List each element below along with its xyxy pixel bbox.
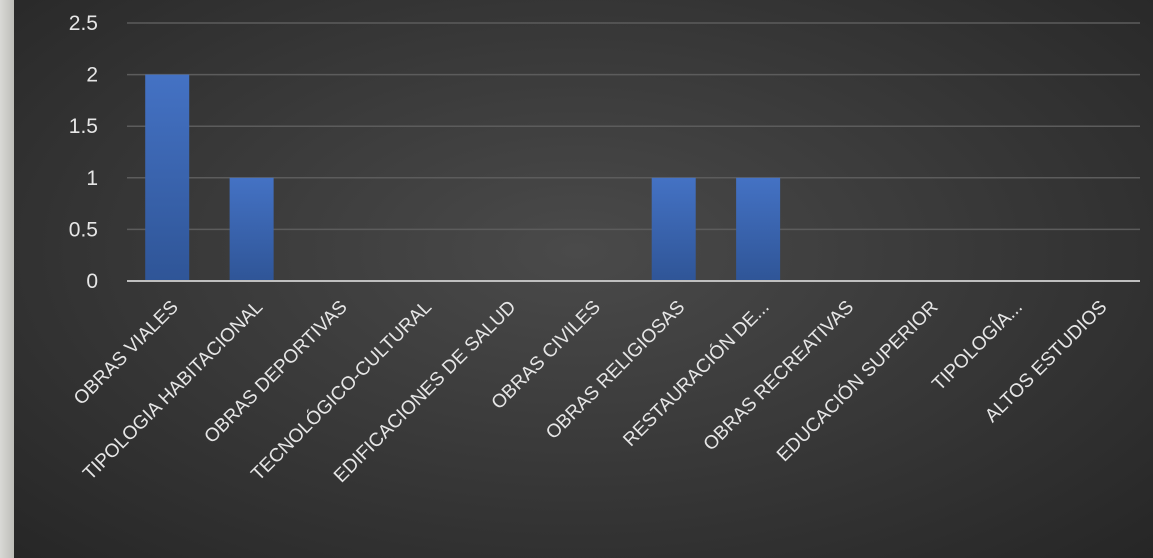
x-category-label: TECNOLÓGICO-CULTURAL [247,296,436,485]
y-tick-label: 0 [86,270,98,293]
y-tick-label: 2 [86,64,98,87]
y-tick-label: 2.5 [69,12,98,35]
x-category-label: TIPOLOGIA HABITACIONAL [79,297,267,485]
bar [145,74,190,281]
x-category-label: RESTAURACIÓN DE... [619,296,774,451]
y-tick-label: 0.5 [69,218,98,241]
x-category-label: OBRAS DEPORTIVAS [201,297,352,448]
bar [736,177,781,281]
bar [651,177,696,281]
x-category-label: EDUCACIÓN SUPERIOR [772,296,942,466]
bar [229,177,274,281]
y-tick-label: 1 [86,167,98,190]
y-tick-label: 1.5 [69,115,98,138]
x-category-label: EDIFICACIONES DE SALUD [330,297,520,487]
x-category-label: OBRAS RELIGIOSAS [542,297,689,444]
x-category-label: OBRAS RECREATIVAS [700,297,858,455]
